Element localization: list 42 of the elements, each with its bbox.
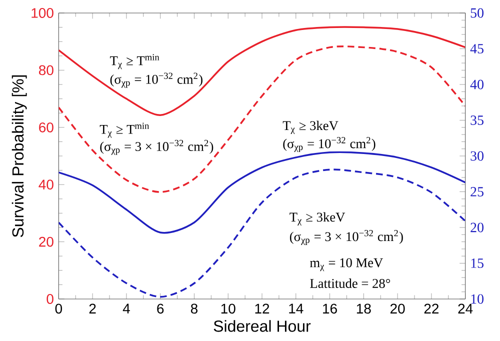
y-tick-label: 0	[46, 294, 54, 304]
y-tick-label: 80	[38, 65, 54, 76]
y-tick-label: 20	[39, 236, 54, 247]
x-tick-label: 2	[89, 304, 96, 314]
x-tick-label: 0	[55, 304, 62, 314]
x-tick-label: 8	[190, 304, 198, 314]
y-axis-title: Survival Probability [%]	[12, 75, 27, 238]
x-tick-label: 14	[289, 304, 304, 314]
x-tick-label: 20	[390, 304, 405, 314]
x-tick-label: 16	[323, 304, 337, 314]
y2-tick-label: 30	[470, 151, 484, 161]
x-tick-label: 6	[157, 304, 164, 314]
x-tick-label: 4	[122, 304, 130, 314]
x-axis-title: Sidereal Hour	[214, 320, 311, 332]
annotation: T$_{χ}$ ≥ T$^{min}$	[110, 54, 160, 70]
annotation: T$_{χ}$ ≥ 3keV	[290, 212, 346, 226]
x-tick-label: 24	[458, 304, 473, 314]
y2-tick-label: 40	[470, 80, 484, 90]
y2-tick-label: 45	[470, 44, 484, 54]
line-series	[58, 46, 466, 193]
line-series	[58, 26, 466, 116]
y2-tick-label: 15	[471, 258, 484, 268]
annotation: Lattitude = 28°	[310, 278, 390, 288]
x-tick-label: 12	[255, 304, 270, 314]
y-tick-label: 60	[39, 122, 54, 132]
y2-tick-label: 10	[471, 294, 484, 304]
annotation: (σ$_{χp}$ = 3 × 10$^{−32}$ cm$^{2}$)	[290, 230, 403, 245]
x-tick-label: 22	[424, 304, 439, 314]
annotation: T$_{χ}$ ≥ T$^{min}$	[100, 122, 150, 138]
annotation: T$_{χ}$ ≥ 3keV	[282, 120, 338, 134]
y2-tick-label: 50	[470, 8, 484, 18]
y2-tick-label: 25	[470, 187, 484, 196]
y-tick-label: 100	[32, 8, 54, 18]
x-tick-label: 18	[356, 304, 371, 314]
y2-tick-label: 35	[470, 116, 484, 125]
y-tick-label: 40	[38, 180, 54, 190]
annotation: (σ$_{χp}$ = 10$^{−32}$ cm$^{2}$)	[283, 137, 376, 152]
annotation: m$_{χ}$ = 10 MeV	[310, 258, 384, 272]
y2-tick-label: 20	[470, 222, 484, 232]
x-tick-label: 10	[221, 304, 236, 314]
annotation: (σ$_{χp}$ = 3 × 10$^{−32}$ cm$^{2}$)	[100, 140, 214, 155]
annotation: (σ$_{χp}$ = 10$^{−32}$ cm$^{2}$)	[110, 72, 202, 88]
